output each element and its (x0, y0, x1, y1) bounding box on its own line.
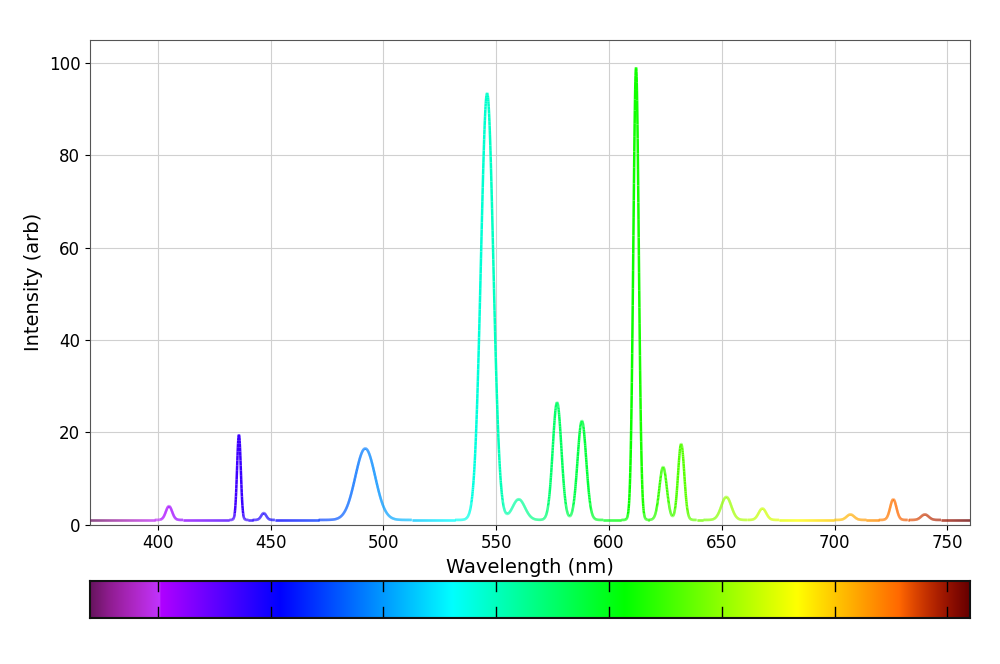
Y-axis label: Intensity (arb): Intensity (arb) (24, 213, 43, 351)
X-axis label: Wavelength (nm): Wavelength (nm) (446, 558, 614, 577)
